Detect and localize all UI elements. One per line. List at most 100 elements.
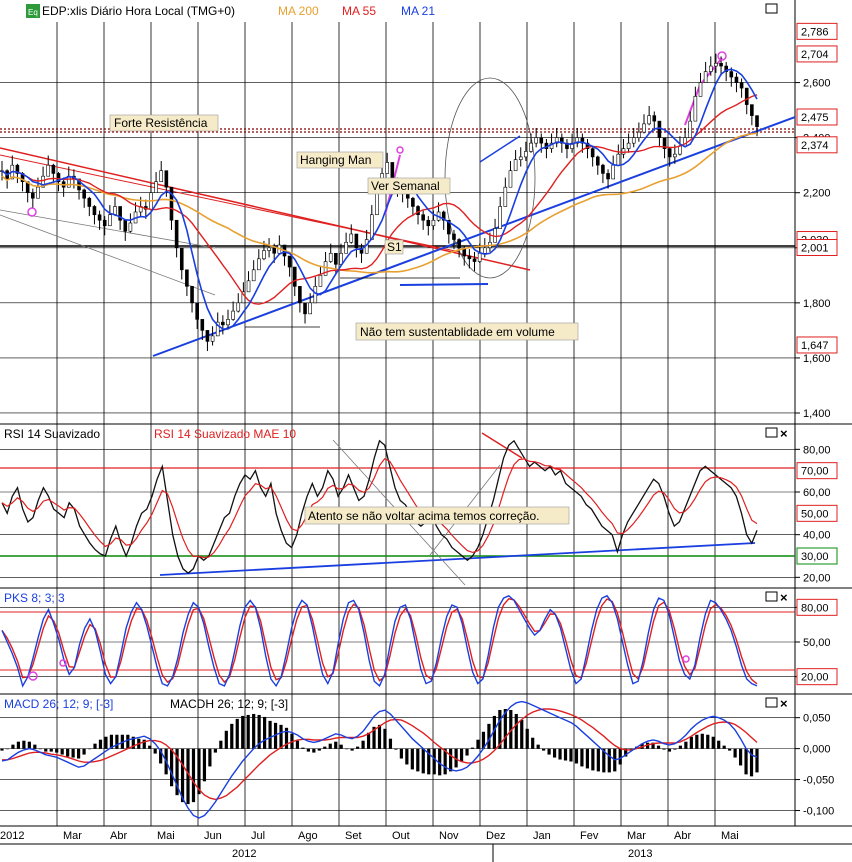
annotation-text: Forte Resistência — [114, 116, 208, 130]
price-candle-body — [113, 206, 117, 216]
macd-histogram-bar — [498, 709, 502, 749]
price-candle-body — [729, 71, 734, 78]
maximize-icon[interactable] — [765, 427, 778, 438]
price-candle-body — [118, 206, 122, 221]
macd-histogram-bar — [383, 728, 387, 749]
price-candle-body — [46, 164, 51, 177]
macd-histogram-bar — [44, 748, 48, 752]
macdh-title[interactable]: MACDH 26; 12; 9; [-3] — [170, 697, 288, 711]
macd-histogram-bar — [476, 739, 480, 749]
price-candle-body — [570, 142, 574, 149]
macd-histogram-bar — [142, 739, 146, 749]
macd-histogram-bar — [618, 748, 622, 765]
macd-histogram-bar — [317, 748, 321, 751]
macd-histogram — [0, 709, 759, 805]
level-label: 1,647 — [801, 340, 829, 352]
macd-histogram-bar — [170, 748, 174, 787]
price-candle-body — [595, 156, 600, 166]
price-candle-body — [724, 65, 728, 72]
price-candle-body — [262, 250, 266, 260]
macd-histogram-bar — [98, 739, 103, 749]
y-tick-label: 20,00 — [803, 572, 831, 584]
macd-histogram-bar — [749, 748, 754, 777]
macd-histogram-bar — [257, 714, 261, 749]
price-candle-body — [298, 286, 302, 304]
macd-histogram-bar — [159, 748, 163, 764]
price-candle-body — [554, 137, 559, 144]
legend-ma200[interactable]: MA 200 — [278, 4, 319, 18]
price-candle-body — [339, 252, 343, 265]
y-tick-label: -0,050 — [803, 775, 834, 787]
y-tick-label: 50,00 — [803, 637, 831, 649]
legend-ma55[interactable]: MA 55 — [342, 4, 376, 18]
y-tick-label: 1,600 — [803, 353, 831, 365]
price-candle-body — [36, 186, 40, 199]
macd-histogram-bar — [208, 748, 212, 767]
macd-title[interactable]: MACD 26; 12; 9; [-3] — [4, 697, 113, 711]
macd-histogram-bar — [339, 744, 343, 749]
level-label-box — [796, 336, 838, 354]
price-candle-body — [251, 269, 256, 282]
grey-trendline — [0, 214, 216, 296]
annotation-ver-semanal: Ver Semanal — [367, 177, 451, 195]
level-label: 20,00 — [801, 672, 829, 684]
price-candle-body — [662, 137, 667, 149]
macd-histogram-bar — [0, 748, 4, 751]
pks-title[interactable]: PKS 8; 3; 3 — [4, 591, 65, 605]
y-tick-label: 2,200 — [803, 188, 831, 200]
level-label-box — [796, 239, 838, 257]
level-label-box — [796, 108, 838, 126]
price-candle-body — [529, 142, 533, 152]
price-candle-body — [631, 137, 636, 144]
price-candle-body — [41, 175, 45, 188]
macd-histogram-bar — [733, 748, 737, 758]
macd-histogram-bar — [405, 748, 409, 765]
price-candle-body — [580, 137, 585, 144]
level-label-box — [796, 45, 838, 63]
macd-histogram-bar — [711, 736, 715, 749]
maximize-icon[interactable] — [765, 591, 778, 602]
price-candle-body — [447, 219, 451, 235]
price-candle-body — [642, 123, 646, 133]
price-candle-body — [390, 162, 395, 180]
price-title-bar: Eq EDP:xlis Diário Hora Local (TMG+0) MA… — [26, 3, 778, 18]
macd-histogram-bar — [213, 748, 217, 753]
legend-ma21[interactable]: MA 21 — [401, 4, 435, 18]
price-candle-body — [560, 137, 564, 144]
annotation-hanging-man: Hanging Man — [296, 151, 384, 169]
maximize-icon[interactable] — [765, 3, 778, 14]
x-tick-label: Nov — [439, 830, 459, 842]
price-candle-body — [441, 211, 446, 221]
year-label: 2012 — [232, 848, 256, 860]
maximize-icon[interactable] — [765, 697, 778, 708]
x-tick-label: Mai — [157, 830, 175, 842]
macd-histogram-bar — [323, 746, 327, 749]
price-candle-body — [575, 137, 580, 144]
price-candle-body — [667, 148, 672, 158]
macd-histogram-bar — [492, 715, 496, 749]
price-candle-body — [539, 137, 544, 144]
macd-title-bar: MACD 26; 12; 9; [-3] MACDH 26; 12; 9; [-… — [4, 696, 788, 711]
magenta-marker — [27, 207, 37, 217]
close-icon[interactable]: × — [780, 590, 788, 605]
macd-histogram-bar — [421, 748, 425, 774]
blue-support-line — [399, 283, 489, 286]
pks-signal-line — [1, 598, 758, 685]
macd-histogram-bar — [651, 742, 655, 749]
close-icon[interactable]: × — [780, 426, 788, 441]
close-icon[interactable]: × — [780, 696, 788, 711]
macd-histogram-bar — [191, 748, 196, 803]
rsi-trendline — [159, 542, 756, 576]
price-candle-body — [421, 214, 425, 221]
macd-histogram-bar — [5, 748, 10, 750]
macd-histogram-bar — [388, 738, 393, 749]
legend-rsi-mae[interactable]: RSI 14 Suavizado MAE 10 — [154, 427, 296, 441]
price-candle-body — [313, 286, 318, 304]
macd-histogram-bar — [542, 748, 546, 751]
macd-histogram-bar — [235, 718, 239, 749]
macd-histogram-bar — [16, 741, 21, 749]
y-tick-label: 1,400 — [803, 408, 831, 420]
macd-histogram-bar — [71, 748, 75, 758]
macd-histogram-bar — [684, 741, 688, 749]
